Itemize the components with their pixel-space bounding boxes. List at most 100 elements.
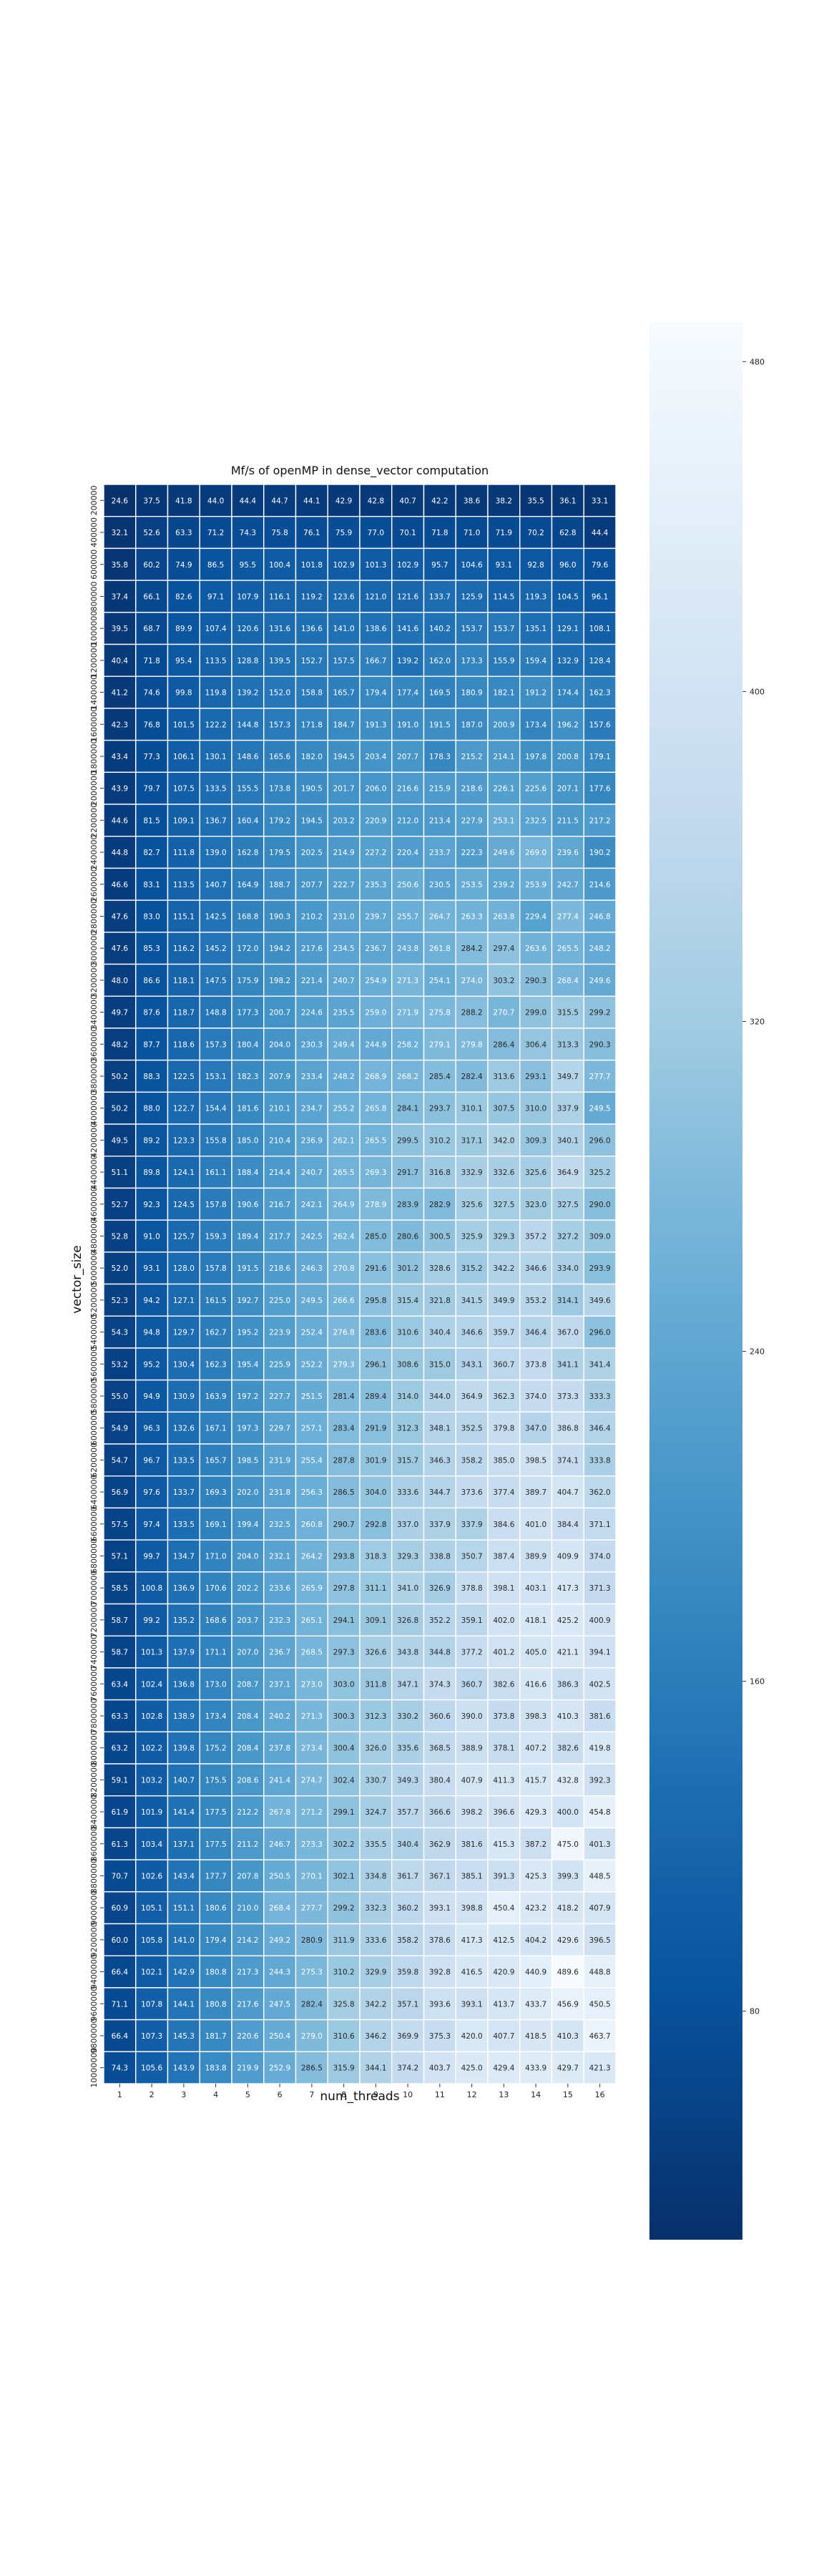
cell-value-label: 177.5 [205, 1840, 227, 1849]
heatmap-cell [551, 867, 584, 901]
cell-value-label: 374.2 [397, 2064, 418, 2073]
cell-value-label: 285.0 [365, 1232, 386, 1241]
cell-value-label: 225.6 [525, 785, 546, 794]
x-tick-label: 13 [499, 2090, 509, 2099]
cell-value-label: 70.7 [112, 1872, 128, 1880]
cell-value-label: 393.1 [429, 1904, 451, 1913]
cell-value-label: 409.9 [557, 1552, 579, 1561]
heatmap-cell [327, 1699, 360, 1733]
cell-value-label: 107.5 [173, 785, 195, 794]
heatmap-cell [455, 1731, 489, 1765]
heatmap-cell [231, 932, 265, 965]
cell-value-label: 129.1 [557, 625, 579, 633]
cell-value-label: 136.7 [205, 816, 227, 825]
heatmap-cell [391, 1507, 425, 1541]
cell-value-label: 100.4 [269, 561, 290, 570]
heatmap-cell [263, 1283, 297, 1317]
cell-value-label: 35.5 [527, 497, 544, 505]
cell-value-label: 309.0 [589, 1232, 611, 1241]
heatmap-cell [359, 1763, 393, 1797]
cell-value-label: 59.1 [112, 1776, 128, 1785]
heatmap-cell [583, 1379, 617, 1413]
cell-value-label: 260.8 [301, 1521, 323, 1529]
cell-value-label: 185.0 [237, 1136, 258, 1145]
heatmap-cell [423, 1987, 456, 2021]
heatmap-cell [135, 1539, 169, 1573]
heatmap-cell [135, 835, 169, 869]
heatmap-cell [327, 1475, 360, 1509]
cell-value-label: 423.2 [525, 1904, 546, 1913]
cell-value-label: 232.5 [525, 816, 546, 825]
cell-value-label: 342.2 [493, 1264, 514, 1273]
cell-value-label: 71.9 [496, 529, 512, 537]
cell-value-label: 152.7 [301, 657, 323, 665]
y-tick-label: 2600000 [89, 867, 99, 902]
cell-value-label: 329.3 [397, 1552, 418, 1561]
heatmap-cell [519, 1923, 553, 1956]
cell-value-label: 173.4 [205, 1712, 227, 1721]
heatmap-cell [103, 1315, 137, 1349]
cell-value-label: 161.1 [205, 1169, 227, 1177]
cell-value-label: 274.0 [461, 977, 483, 985]
cell-value-label: 347.1 [397, 1680, 418, 1689]
cell-value-label: 183.8 [205, 2064, 227, 2073]
heatmap-cell [327, 1987, 360, 2021]
heatmap-cell [583, 1252, 617, 1285]
cell-value-label: 307.5 [493, 1105, 514, 1113]
cell-value-label: 44.4 [592, 529, 609, 537]
heatmap-cell [167, 867, 200, 901]
cell-value-label: 251.5 [301, 1392, 323, 1401]
cell-value-label: 168.6 [205, 1616, 227, 1625]
heatmap-cell [327, 484, 360, 517]
y-tick-label: 9800000 [89, 2018, 99, 2053]
cell-value-label: 235.3 [365, 881, 386, 889]
colorbar-tick-label: 480 [750, 357, 765, 366]
cell-value-label: 76.8 [143, 721, 160, 729]
heatmap-cell [519, 1091, 553, 1125]
cell-value-label: 311.8 [365, 1680, 386, 1689]
cell-value-label: 202.0 [237, 1488, 258, 1497]
heatmap-cell [487, 547, 521, 581]
heatmap-cell [455, 771, 489, 805]
cell-value-label: 44.7 [271, 497, 288, 505]
cell-value-label: 139.2 [397, 657, 418, 665]
heatmap-cell [391, 1827, 425, 1860]
cell-value-label: 425.0 [461, 2064, 483, 2073]
x-tick-label: 1 [117, 2090, 122, 2099]
heatmap-cell [455, 1955, 489, 1989]
heatmap-cell [519, 739, 553, 773]
heatmap-cell [167, 2019, 200, 2053]
cell-value-label: 407.7 [493, 2032, 514, 2041]
cell-value-label: 296.0 [589, 1329, 611, 1337]
cell-value-label: 293.1 [525, 1073, 546, 1081]
cell-value-label: 335.5 [365, 1840, 386, 1849]
cell-value-label: 122.2 [205, 721, 227, 729]
heatmap-cell [135, 804, 169, 837]
cell-value-label: 179.4 [365, 689, 386, 698]
cell-value-label: 152.0 [269, 689, 290, 698]
cell-value-label: 301.2 [397, 1264, 418, 1273]
cell-value-label: 133.5 [173, 1521, 195, 1529]
cell-value-label: 400.0 [557, 1808, 579, 1817]
heatmap-cell [359, 1187, 393, 1221]
heatmap-cell [487, 580, 521, 613]
heatmap-cell [167, 675, 200, 709]
heatmap-cell [103, 771, 137, 805]
heatmap-cell [103, 932, 137, 965]
cell-value-label: 234.5 [333, 945, 355, 953]
cell-value-label: 210.4 [269, 1136, 290, 1145]
cell-value-label: 368.5 [429, 1745, 451, 1753]
heatmap-cell [455, 1987, 489, 2021]
cell-value-label: 136.9 [173, 1584, 195, 1593]
heatmap-cell [199, 1731, 232, 1765]
cell-value-label: 83.1 [143, 881, 160, 889]
heatmap-cell [295, 1763, 328, 1797]
cell-value-label: 290.7 [333, 1521, 355, 1529]
heatmap-cell [231, 1859, 265, 1893]
heatmap-cell [103, 1795, 137, 1829]
cell-value-label: 51.1 [112, 1169, 128, 1177]
heatmap-cell [263, 1859, 297, 1893]
cell-value-label: 111.8 [173, 849, 195, 857]
heatmap-cell [391, 1091, 425, 1125]
